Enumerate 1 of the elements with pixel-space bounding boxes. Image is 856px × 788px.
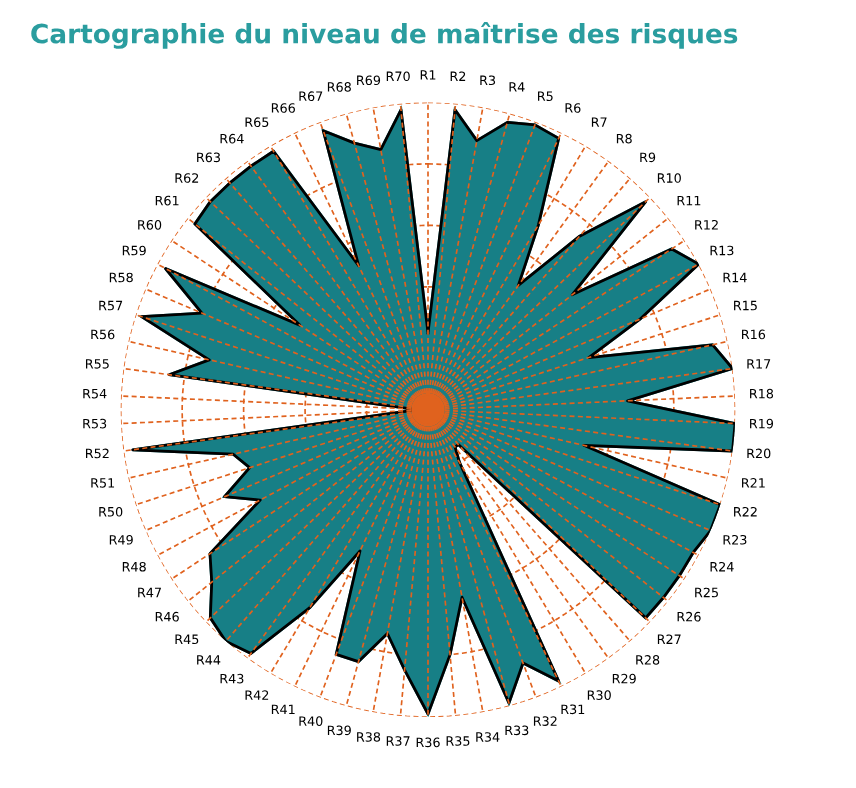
chart-title: Cartographie du niveau de maîtrise des risques	[31, 22, 738, 49]
